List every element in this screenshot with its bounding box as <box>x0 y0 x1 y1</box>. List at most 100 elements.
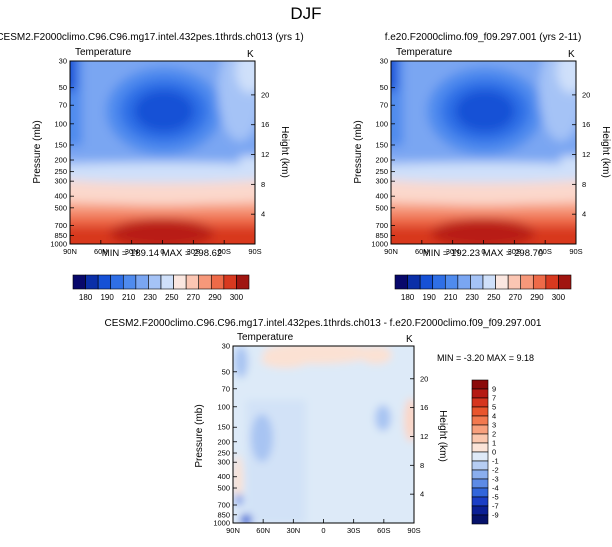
panel-2-colorbar-box <box>407 274 421 290</box>
panel-2-pressure-tick-label: 850 <box>375 231 388 240</box>
panel-2-ylabel: Pressure (mb) <box>353 120 364 183</box>
panel-3-colorbar-label: 4 <box>492 412 496 421</box>
panel-1-lat-tick-label: 30S <box>187 247 200 256</box>
panel-3-colorbar-box <box>471 496 489 507</box>
panel-3-height-tick-label: 12 <box>420 432 428 441</box>
panel-2-colorbar-label: 270 <box>509 293 523 302</box>
panel-1-pressure-tick-label: 1000 <box>50 240 67 249</box>
panel-2-pressure-tick-label: 30 <box>380 57 388 66</box>
panel-2-colorbar-box <box>495 274 509 290</box>
panel-3-colorbar-label: 3 <box>492 421 496 430</box>
panel-2-colorbar-box <box>444 274 459 290</box>
panel-2-pressure-tick-label: 500 <box>375 203 388 212</box>
panel-1-colorbar-box <box>122 274 137 290</box>
panel-2-title: f.e20.F2000climo.f09_f09.297.001 (yrs 2-… <box>385 32 582 43</box>
panel-3-colorbar-label: -3 <box>492 475 499 484</box>
panel-2-pressure-tick-label: 300 <box>375 177 388 186</box>
panel-1-lat-tick-label: 30N <box>125 247 139 256</box>
panel-3-colorbar-box <box>471 424 489 435</box>
panel-1-colorbar-box <box>135 274 149 290</box>
panel-3-colorbar-box <box>471 487 489 498</box>
panel-3-colorbar-box <box>471 469 489 480</box>
panel-1-height-tick-label: 8 <box>261 180 265 189</box>
panel-3-colorbar-box <box>471 388 489 399</box>
panel-1-lat-tick-label: 0 <box>160 247 164 256</box>
panel-3-colorbar-box <box>471 505 489 516</box>
panel-3-colorbar-box <box>471 478 489 489</box>
panel-2-pressure-tick-label: 250 <box>375 167 388 176</box>
panel-2-height-tick-label: 16 <box>582 120 590 129</box>
panel-2-lat-tick-label: 90N <box>384 247 398 256</box>
panel-2-lat-tick-label: 60N <box>415 247 429 256</box>
panel-2-stats: MIN = 192.23 MAX = 298.70 <box>423 248 543 259</box>
panel-2-colorbar-box <box>545 274 559 290</box>
panel-3-height-tick-label: 20 <box>420 374 428 383</box>
panel-1-pressure-tick-label: 50 <box>59 83 67 92</box>
panel-1-colorbar-box <box>110 274 124 290</box>
panel-2-colorbar-label: 290 <box>530 293 544 302</box>
panel-3-colorbar-label: -4 <box>492 484 499 493</box>
panel-3-lat-tick-label: 0 <box>321 526 325 535</box>
panel-1-lat-tick-label: 90N <box>63 247 77 256</box>
panel-1-colorbar-label: 250 <box>165 293 179 302</box>
panel-1-colorbar-label: 180 <box>79 293 93 302</box>
panel-2-pressure-tick-label: 400 <box>375 192 388 201</box>
panel-2-height-tick-label: 8 <box>582 180 586 189</box>
panel-3-ylabel: Pressure (mb) <box>194 404 205 467</box>
panel-3-pressure-tick-label: 500 <box>217 484 230 493</box>
panel-1-pressure-tick-label: 250 <box>54 167 67 176</box>
panel-1-pressure-tick-label: 850 <box>54 231 67 240</box>
panel-3-colorbar-box <box>471 451 489 462</box>
panel-2-colorbar-box <box>558 274 572 290</box>
panel-1-colorbar-box <box>173 274 187 290</box>
panel-3-lat-tick-label: 90N <box>226 526 240 535</box>
panel-2-colorbar-box <box>520 274 534 290</box>
panel-2-pressure-tick-label: 100 <box>375 119 388 128</box>
panel-3-pressure-tick-label: 70 <box>222 384 230 393</box>
panel-2-pressure-tick-label: 1000 <box>371 240 388 249</box>
panel-3-colorbar-label: 2 <box>492 430 496 439</box>
panel-3-colorbar-box <box>471 379 489 390</box>
panel-3-pressure-tick-label: 700 <box>217 500 230 509</box>
panel-2-colorbar-label: 250 <box>487 293 501 302</box>
panel-3-colorbar-label: -5 <box>492 493 499 502</box>
panel-1-colorbar-box <box>160 274 174 290</box>
panel-3-colorbar-label: 0 <box>492 448 496 457</box>
panel-1-pressure-tick-label: 500 <box>54 203 67 212</box>
panel-3-height-tick-label: 4 <box>420 490 424 499</box>
panel-3-colorbar-label: 7 <box>492 394 496 403</box>
panel-1-colorbar-label: 300 <box>230 293 244 302</box>
panel-1-stats: MIN = 189.14 MAX = 298.62 <box>102 248 222 259</box>
panel-2-colorbar-label: 300 <box>552 293 566 302</box>
panel-3-pressure-tick-label: 250 <box>217 449 230 458</box>
panel-3-colorbar-box <box>471 397 489 408</box>
panel-3-colorbar-label: -1 <box>492 457 499 466</box>
panel-3-colorbar-box <box>471 460 489 471</box>
panel-3-lat-tick-label: 30N <box>286 526 300 535</box>
panel-2-ylabel-right: Height (km) <box>600 126 611 178</box>
panel-2-variable-label: Temperature <box>396 47 453 58</box>
panel-3-colorbar-label: 9 <box>492 385 496 394</box>
panel-3-ylabel-right: Height (km) <box>437 410 448 462</box>
panel-3-pressure-tick-label: 850 <box>217 510 230 519</box>
panel-2-pressure-tick-label: 700 <box>375 221 388 230</box>
panel-3-units-label: K <box>406 334 413 345</box>
panel-1-pressure-tick-label: 400 <box>54 192 67 201</box>
panel-2-lat-tick-label: 0 <box>481 247 485 256</box>
panel-2-colorbar-box <box>470 274 484 290</box>
panel-1-pressure-tick-label: 200 <box>54 156 67 165</box>
panel-2-colorbar-box <box>394 274 408 290</box>
panel-1-colorbar-box <box>85 274 99 290</box>
panel-1-colorbar-box <box>236 274 250 290</box>
panel-1-colorbar-box <box>223 274 237 290</box>
panel-1-colorbar-box <box>210 274 225 290</box>
panel-2-lat-tick-label: 60S <box>538 247 551 256</box>
panel-3-stats: MIN = -3.20 MAX = 9.18 <box>437 353 534 363</box>
panel-1-colorbar-box <box>72 274 86 290</box>
panel-1-pressure-tick-label: 150 <box>54 140 67 149</box>
